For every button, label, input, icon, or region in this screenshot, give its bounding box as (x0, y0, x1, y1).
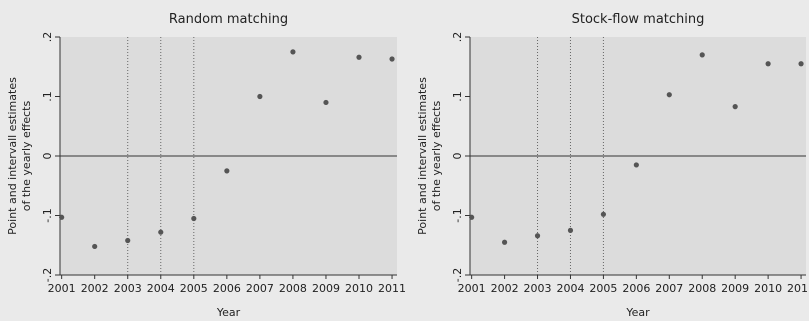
x-tick-label: 2004 (147, 282, 175, 295)
x-tick-label: 2002 (491, 282, 519, 295)
data-point (224, 168, 230, 174)
x-tick-label: 2007 (655, 282, 683, 295)
y-tick-label: 0 (451, 153, 464, 160)
data-point (469, 214, 475, 220)
data-point (765, 61, 771, 67)
y-tick-label: -.2 (451, 268, 464, 282)
data-point (59, 214, 65, 220)
y-axis-label-line: of the yearly effects (430, 101, 443, 212)
data-point (567, 227, 574, 233)
x-tick-label: 2004 (556, 282, 584, 295)
x-tick-label: 2005 (589, 282, 617, 295)
x-tick-label: 2009 (721, 282, 749, 295)
data-point (666, 92, 672, 98)
x-tick-label: 2008 (279, 282, 307, 295)
y-axis-label-line: of the yearly effects (20, 101, 33, 212)
data-point (257, 93, 263, 100)
x-tick-label: 2006 (213, 282, 241, 295)
x-tick-label: 2011 (787, 282, 809, 295)
x-tick-label: 2009 (312, 282, 340, 295)
data-point (534, 233, 541, 239)
chart-title: Stock-flow matching (572, 12, 705, 27)
y-tick-label: .1 (41, 91, 54, 102)
x-axis-label: Year (216, 306, 241, 319)
x-tick-label: 2001 (458, 282, 486, 295)
data-point (633, 162, 639, 168)
data-point (732, 104, 738, 110)
x-tick-label: 2011 (378, 282, 406, 295)
x-tick-label: 2010 (754, 282, 782, 295)
y-tick-label: -.1 (41, 208, 54, 222)
data-point (191, 215, 197, 222)
x-axis-label: Year (625, 306, 650, 319)
data-point (158, 229, 164, 235)
y-tick-label: -.2 (41, 268, 54, 282)
y-axis-label-line: Point and intervall estimates (6, 77, 19, 235)
x-tick-label: 2005 (180, 282, 208, 295)
x-tick-label: 2007 (246, 282, 274, 295)
y-tick-label: .2 (41, 32, 54, 43)
y-tick-label: .2 (451, 32, 464, 43)
y-axis-label-line: Point and intervall estimates (416, 77, 429, 235)
data-point (290, 49, 296, 55)
chart-title: Random matching (169, 12, 288, 27)
x-tick-label: 2006 (622, 282, 650, 295)
x-tick-label: 2002 (81, 282, 109, 295)
data-point (125, 237, 131, 244)
x-tick-label: 2003 (524, 282, 552, 295)
data-point (600, 211, 607, 217)
x-tick-label: 2001 (48, 282, 76, 295)
x-tick-label: 2003 (114, 282, 142, 295)
data-point (356, 54, 362, 60)
data-point (389, 56, 395, 62)
data-point (798, 61, 804, 67)
data-point (699, 52, 705, 58)
data-point (501, 239, 508, 245)
x-tick-label: 2010 (345, 282, 373, 295)
y-tick-label: .1 (451, 91, 464, 102)
y-tick-label: -.1 (451, 208, 464, 222)
data-point (92, 243, 98, 250)
y-tick-label: 0 (41, 153, 54, 160)
data-point (323, 99, 329, 106)
x-tick-label: 2008 (688, 282, 716, 295)
